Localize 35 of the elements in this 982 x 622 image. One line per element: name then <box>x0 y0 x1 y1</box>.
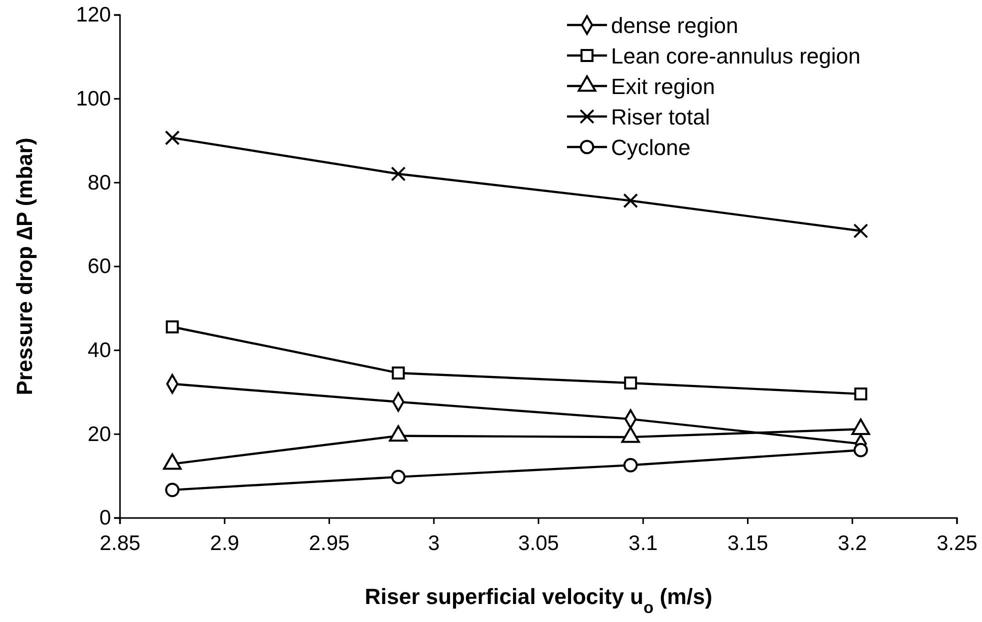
x-tick-label: 2.9 <box>210 532 240 556</box>
y-tick-label: 120 <box>76 4 111 27</box>
x-tick-label: 2.85 <box>100 532 140 556</box>
x-tick-label: 3.25 <box>936 532 978 556</box>
legend-label: Exit region <box>611 74 715 99</box>
legend-label: Cyclone <box>611 135 690 160</box>
x-tick-label: 3 <box>428 532 440 556</box>
point <box>853 223 868 238</box>
point <box>166 320 179 334</box>
x-tick-label: 3.05 <box>518 532 559 556</box>
x-tick-label: 3.15 <box>727 532 768 556</box>
y-tick-label: 100 <box>76 88 111 111</box>
y-tick-label: 80 <box>88 171 111 194</box>
x-tick-label: 2.95 <box>308 532 350 556</box>
y-tick-label: 20 <box>88 422 111 446</box>
legend-label: Lean core-annulus region <box>611 44 861 68</box>
point <box>164 130 180 146</box>
y-axis-title: Pressure drop ∆P (mbar) <box>12 138 37 396</box>
legend-label: Riser total <box>611 104 710 130</box>
point <box>623 458 638 472</box>
x-tick-label: 3.1 <box>628 532 658 556</box>
point <box>165 482 180 498</box>
x-axis-title: Riser superficial velocity u$_{o}$ (m/s) <box>364 584 712 617</box>
point <box>623 193 638 208</box>
point <box>391 470 406 484</box>
point <box>854 387 868 400</box>
x-tick-label: 3.2 <box>838 532 867 556</box>
y-tick-label: 40 <box>88 339 111 362</box>
point <box>624 376 638 390</box>
point <box>392 366 405 380</box>
point <box>854 442 868 458</box>
legend-label: dense region <box>611 13 738 38</box>
y-tick-label: 60 <box>88 255 111 278</box>
point <box>390 166 406 182</box>
y-tick-label: 0 <box>99 506 111 530</box>
